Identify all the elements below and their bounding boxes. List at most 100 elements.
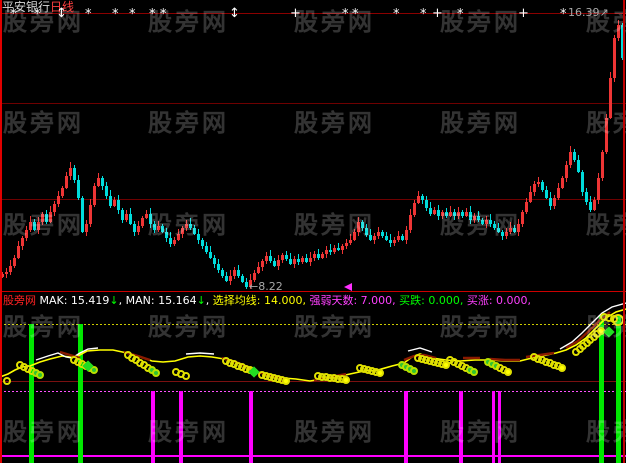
indicator-segment: 股旁网 [3, 294, 40, 307]
candle-body [553, 198, 556, 206]
high-price-label: 16.39↗ [568, 6, 609, 19]
candle-body [85, 224, 88, 232]
ma-line-white [185, 352, 215, 355]
candle-body [333, 248, 336, 252]
plus-marker-icon: + [518, 6, 529, 21]
candle-body [101, 178, 104, 186]
candle-body [185, 224, 188, 228]
candle-body [413, 203, 416, 215]
candle-body [241, 276, 244, 282]
candle-body [581, 172, 584, 192]
coin-icon [410, 367, 418, 375]
indicator-panel-border [0, 291, 626, 292]
candle-wick [330, 244, 331, 255]
candle-body [449, 212, 452, 216]
candle-body [357, 222, 360, 232]
star-marker-icon: * [342, 7, 349, 22]
candle-body [161, 226, 164, 232]
candle-body [521, 212, 524, 224]
indicator-segment: 买跌: 0.000, [399, 294, 467, 307]
title-bar: 平安银行日线 [2, 0, 74, 14]
mid-reference-line [0, 381, 626, 382]
indicator-segment: 买涨: 0.000, [466, 294, 532, 307]
star-marker-icon: * [352, 7, 359, 22]
candle-body [393, 240, 396, 243]
candle-body [545, 190, 548, 198]
candle-body [397, 236, 400, 240]
candle-body [585, 192, 588, 202]
candle-body [145, 214, 148, 218]
candle-body [169, 238, 172, 244]
candle-body [201, 240, 204, 246]
coin-icon [152, 368, 160, 377]
candle-body [37, 222, 40, 230]
indicator-segment: 强弱天数: 7.000, [309, 294, 400, 307]
low-price-label: ←8.22 [249, 280, 283, 293]
candle-body [465, 212, 468, 216]
candle-body [205, 246, 208, 252]
indicator-header[interactable]: 股旁网 MAK: 15.419↓, MAN: 15.164↓, 选择均线: 14… [3, 294, 531, 308]
candle-body [73, 168, 76, 180]
candle-body [353, 232, 356, 240]
ma-line-white [559, 302, 626, 350]
candle-body [45, 214, 48, 222]
candle-body [369, 235, 372, 240]
candle-body [405, 230, 408, 240]
star-marker-icon: * [10, 7, 17, 22]
candle-body [5, 272, 8, 274]
candle-body [197, 234, 200, 240]
sell-signal-bar [492, 391, 495, 463]
candle-body [565, 165, 568, 178]
candle-body [65, 176, 68, 188]
candle-body [513, 228, 516, 232]
star-marker-icon: * [85, 7, 92, 22]
plus-marker-icon: + [432, 6, 443, 21]
candle-body [425, 200, 428, 208]
candle-body [301, 258, 304, 262]
sell-signal-bar [249, 391, 253, 463]
candle-body [261, 261, 264, 267]
buy-signal-bar [599, 315, 604, 463]
coin-icon [3, 377, 11, 385]
candle-body [221, 270, 224, 276]
coin-icon [282, 377, 290, 385]
coin-icon [90, 366, 98, 374]
candle-body [509, 228, 512, 232]
candle-body [17, 246, 20, 258]
candle-body [137, 226, 140, 232]
stock-name[interactable]: 平安银行 [2, 0, 51, 14]
panel-baseline [0, 455, 626, 457]
candle-body [597, 178, 600, 200]
candle-body [589, 202, 592, 210]
candle-body [125, 214, 128, 220]
coin-icon [504, 368, 512, 376]
candle-body [577, 160, 580, 172]
candle-body [321, 254, 324, 258]
candle-body [537, 182, 540, 184]
candle-body [613, 38, 616, 78]
high-price-value: 16.39 [568, 6, 600, 19]
candle-body [193, 228, 196, 234]
candle-body [317, 254, 320, 258]
candle-body [117, 200, 120, 210]
star-marker-icon: * [34, 7, 41, 22]
star-marker-icon: * [112, 7, 119, 22]
candle-body [209, 252, 212, 258]
candle-body [181, 228, 184, 234]
candle-body [257, 267, 260, 273]
candle-body [269, 256, 272, 261]
candle-body [473, 216, 476, 220]
candle-body [281, 255, 284, 260]
candle-body [149, 214, 152, 224]
candle-body [437, 210, 440, 216]
candle-body [421, 196, 424, 200]
candle-body [25, 230, 28, 238]
candle-body [489, 220, 492, 224]
grid-line-upper [0, 103, 626, 104]
candle-body [89, 205, 92, 224]
period-label[interactable]: 日线 [50, 0, 75, 14]
candle-body [217, 264, 220, 270]
upper-threshold-dotted-line [0, 324, 626, 325]
candle-wick [350, 234, 351, 245]
